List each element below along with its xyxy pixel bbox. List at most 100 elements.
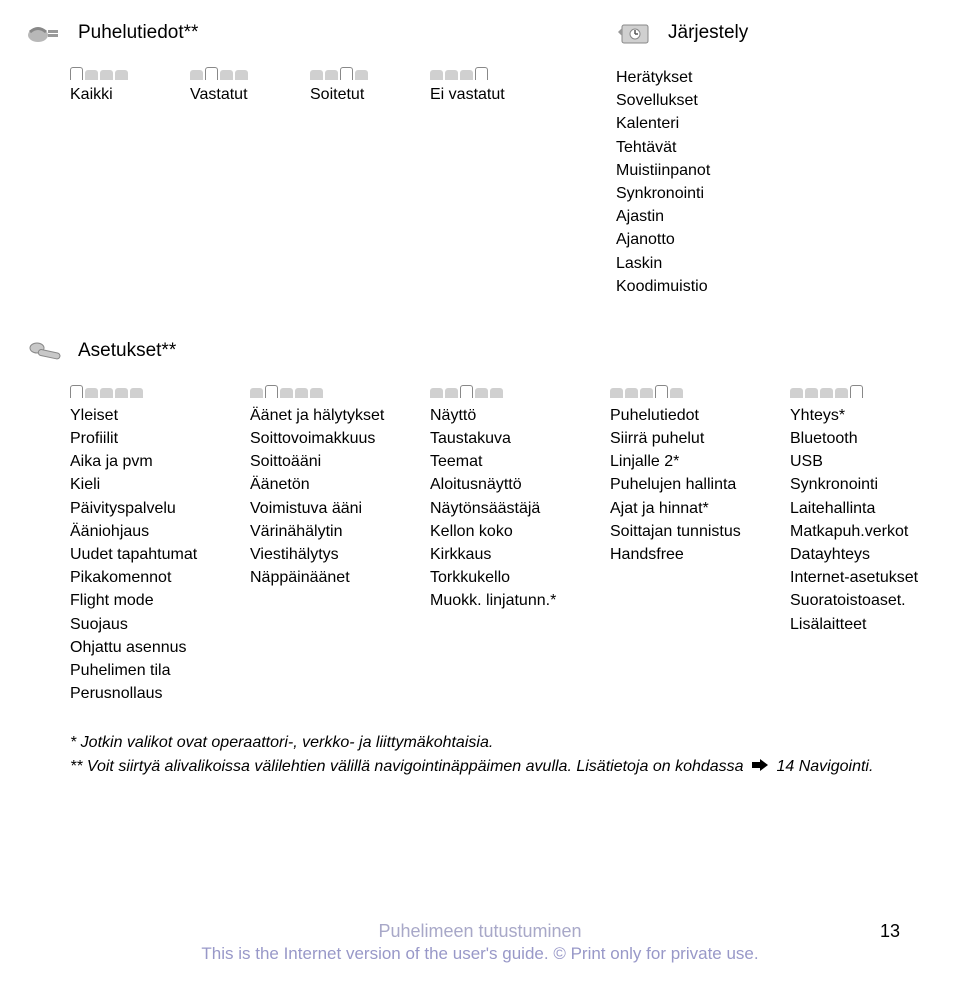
tab-label: Kaikki: [70, 86, 128, 104]
tab-dialed[interactable]: Soitetut: [310, 66, 368, 104]
col-label: Yleiset: [70, 404, 220, 427]
list-item: Näppäinäänet: [250, 566, 400, 589]
organizer-title: Järjestely: [668, 22, 748, 44]
call-info-block: Puhelutiedot** Kaikki Vastatut Soitetut: [70, 20, 616, 298]
list-item: Tehtävät: [616, 136, 910, 159]
footer-title-text: Puhelimeen tutustuminen: [378, 921, 581, 941]
list-item: Kieli: [70, 473, 220, 496]
list-item: Pikakomennot: [70, 566, 220, 589]
list-item: Profiilit: [70, 427, 220, 450]
list-item: Viestihälytys: [250, 543, 400, 566]
list-item: Kirkkaus: [430, 543, 580, 566]
tab-indicator-icon: [70, 66, 128, 80]
list-item: Soittovoimakkuus: [250, 427, 400, 450]
list-item: Puhelujen hallinta: [610, 473, 760, 496]
list-item: Päivityspalvelu: [70, 497, 220, 520]
list-item: Bluetooth: [790, 427, 940, 450]
list-item: Herätykset: [616, 66, 910, 89]
footnote-2b: 14 Navigointi.: [776, 758, 873, 775]
organizer-icon: [616, 20, 654, 46]
settings-col-sounds: Äänet ja hälytykset Soittovoimakkuus Soi…: [250, 384, 400, 705]
list-item: Synkronointi: [616, 182, 910, 205]
tab-indicator-icon: [310, 66, 368, 80]
list-item: Voimistuva ääni: [250, 497, 400, 520]
organizer-block: Järjestely Herätykset Sovellukset Kalent…: [616, 20, 910, 298]
list-item: Synkronointi: [790, 473, 940, 496]
list-item: Ajastin: [616, 205, 910, 228]
list-item: Ajat ja hinnat*: [610, 497, 760, 520]
col-label: Puhelutiedot: [610, 404, 760, 427]
organizer-list: Herätykset Sovellukset Kalenteri Tehtävä…: [616, 66, 910, 298]
call-tabs-row: Kaikki Vastatut Soitetut Ei vastatut: [70, 66, 616, 104]
footnote-1: * Jotkin valikot ovat operaattori-, verk…: [70, 731, 910, 754]
list-item: Äänetön: [250, 473, 400, 496]
list-item: Näytönsäästäjä: [430, 497, 580, 520]
tab-label: Ei vastatut: [430, 86, 505, 104]
settings-block: Asetukset** Yleiset Profiilit Aika ja pv…: [70, 338, 910, 705]
settings-header: Asetukset**: [26, 338, 910, 364]
list-item: Teemat: [430, 450, 580, 473]
page-footer: Puhelimeen tutustuminen 13 This is the I…: [0, 921, 960, 964]
list-item: Linjalle 2*: [610, 450, 760, 473]
list-item: Handsfree: [610, 543, 760, 566]
tab-label: Soitetut: [310, 86, 368, 104]
list-item: Ohjattu asennus: [70, 636, 220, 659]
list-item: Siirrä puhelut: [610, 427, 760, 450]
list-item: Värinähälytin: [250, 520, 400, 543]
list-item: Aloitusnäyttö: [430, 473, 580, 496]
list-item: Muistiinpanot: [616, 159, 910, 182]
footer-disclaimer: This is the Internet version of the user…: [0, 944, 960, 964]
footnotes: * Jotkin valikot ovat operaattori-, verk…: [70, 731, 910, 778]
list-item: Ajanotto: [616, 228, 910, 251]
list-item: Perusnollaus: [70, 682, 220, 705]
list-item: Muokk. linjatunn.*: [430, 589, 580, 612]
tab-answered[interactable]: Vastatut: [190, 66, 248, 104]
list-item: Uudet tapahtumat: [70, 543, 220, 566]
organizer-header: Järjestely: [616, 20, 910, 46]
list-item: Suojaus: [70, 613, 220, 636]
list-item: Soittoääni: [250, 450, 400, 473]
settings-col-connectivity: Yhteys* Bluetooth USB Synkronointi Laite…: [790, 384, 940, 705]
top-section: Puhelutiedot** Kaikki Vastatut Soitetut: [70, 20, 910, 298]
arrow-right-icon: [752, 755, 768, 778]
settings-col-display: Näyttö Taustakuva Teemat Aloitusnäyttö N…: [430, 384, 580, 705]
footer-section-title: Puhelimeen tutustuminen 13: [0, 921, 960, 942]
phone-icon: [26, 20, 64, 46]
list-item: Torkkukello: [430, 566, 580, 589]
list-item: Koodimuistio: [616, 275, 910, 298]
tab-label: Vastatut: [190, 86, 248, 104]
col-label: Näyttö: [430, 404, 580, 427]
list-item: Suoratoistoaset.: [790, 589, 940, 612]
tab-all[interactable]: Kaikki: [70, 66, 128, 104]
page-number: 13: [880, 921, 900, 942]
list-item: Matkapuh.verkot: [790, 520, 940, 543]
call-info-title: Puhelutiedot**: [78, 22, 198, 44]
list-item: Puhelimen tila: [70, 659, 220, 682]
tab-indicator-icon: [610, 384, 760, 398]
settings-col-general: Yleiset Profiilit Aika ja pvm Kieli Päiv…: [70, 384, 220, 705]
tab-indicator-icon: [790, 384, 940, 398]
footnote-2a: ** Voit siirtyä alivalikoissa välilehtie…: [70, 758, 744, 775]
list-item: Flight mode: [70, 589, 220, 612]
list-item: Internet-asetukset: [790, 566, 940, 589]
settings-col-callinfo: Puhelutiedot Siirrä puhelut Linjalle 2* …: [610, 384, 760, 705]
list-item: Datayhteys: [790, 543, 940, 566]
list-item: Kalenteri: [616, 112, 910, 135]
list-item: Ääniohjaus: [70, 520, 220, 543]
list-item: Taustakuva: [430, 427, 580, 450]
settings-tabs-row: Yleiset Profiilit Aika ja pvm Kieli Päiv…: [70, 384, 910, 705]
tab-indicator-icon: [190, 66, 248, 80]
list-item: Sovellukset: [616, 89, 910, 112]
tab-indicator-icon: [70, 384, 220, 398]
list-item: Laskin: [616, 252, 910, 275]
col-label: Äänet ja hälytykset: [250, 404, 400, 427]
tab-indicator-icon: [430, 66, 505, 80]
col-label: Yhteys*: [790, 404, 940, 427]
list-item: Lisälaitteet: [790, 613, 940, 636]
tab-missed[interactable]: Ei vastatut: [430, 66, 505, 104]
list-item: Kellon koko: [430, 520, 580, 543]
list-item: Aika ja pvm: [70, 450, 220, 473]
tab-indicator-icon: [250, 384, 400, 398]
list-item: Soittajan tunnistus: [610, 520, 760, 543]
list-item: Laitehallinta: [790, 497, 940, 520]
